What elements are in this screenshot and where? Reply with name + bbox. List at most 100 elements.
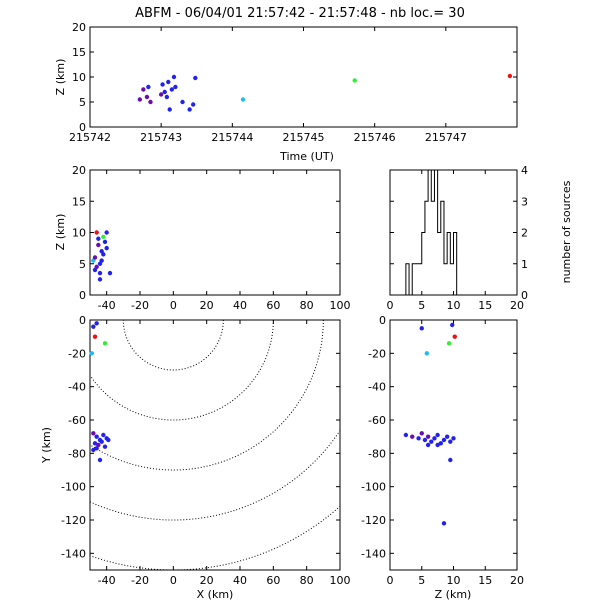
x-axis-label: Z (km) [435, 588, 472, 600]
y-tick-label: -100 [61, 481, 86, 494]
histogram-bin [454, 233, 457, 296]
figure-title: ABFM - 06/04/01 21:57:42 - 21:57:48 - nb… [135, 6, 465, 21]
x-tick-label: 215744 [211, 131, 253, 144]
y-axis-label: Z (km) [54, 59, 67, 96]
panel-time-z: 215742 215743 215744 215745 215746 215747 0 5 10… [54, 21, 518, 163]
source-point [102, 341, 108, 346]
y-tick-label: 10 [72, 227, 86, 240]
source-point [425, 442, 431, 448]
y-tick-label: -40 [368, 381, 386, 394]
y-tick-label: 0 [79, 314, 86, 327]
x-tick-label: 100 [330, 574, 351, 587]
x-tick-label: 20 [200, 574, 214, 587]
x-tick-label: -40 [98, 574, 116, 587]
plot-area: -40 -20 0 20 40 60 80 100 0 5 10 15 20 [72, 164, 351, 312]
histogram-bin [425, 201, 428, 295]
source-point [435, 432, 440, 438]
source-point [448, 439, 453, 444]
source-point [91, 431, 96, 436]
source-point [171, 74, 177, 80]
histogram-bin [428, 170, 431, 295]
x-tick-label: 60 [266, 574, 280, 587]
x-tick-label: 10 [447, 574, 461, 587]
y-tick-label: 0 [79, 289, 86, 302]
source-point [97, 270, 103, 276]
x-tick-label: 40 [233, 574, 247, 587]
source-point [101, 252, 106, 257]
x-tick-label: 0 [387, 299, 394, 312]
source-point [94, 230, 99, 235]
source-point [104, 230, 109, 235]
histogram-bin [406, 264, 409, 295]
x-tick-label: 215743 [140, 131, 182, 144]
source-point [424, 351, 430, 356]
y-tick-label: -80 [368, 447, 386, 460]
x-tick-label: -20 [131, 574, 149, 587]
x-axis-label: Time (UT) [279, 150, 334, 163]
source-point [97, 277, 103, 282]
source-point [416, 436, 421, 441]
source-point [92, 267, 98, 273]
source-point [97, 457, 103, 463]
y-tick-label: 4 [521, 164, 528, 177]
histogram-bin [444, 264, 447, 295]
y-tick-label: 3 [521, 195, 528, 208]
x-tick-label: 5 [418, 574, 425, 587]
source-point [96, 236, 101, 241]
range-contour [90, 320, 274, 421]
y-tick-label: -140 [361, 547, 386, 560]
source-point [107, 270, 113, 276]
x-tick-label: 215747 [425, 131, 467, 144]
source-point [92, 334, 98, 339]
y-tick-label: 1 [521, 258, 528, 271]
source-point [166, 79, 171, 85]
x-tick-label: 215742 [69, 131, 111, 144]
y-tick-label: 15 [72, 195, 86, 208]
source-point [403, 432, 409, 438]
source-point [106, 437, 111, 443]
y-tick-label: 5 [79, 258, 86, 271]
source-point [451, 436, 456, 441]
source-point [425, 434, 431, 439]
source-point [102, 239, 108, 245]
histogram-bin [419, 264, 422, 295]
x-tick-label: 0 [170, 574, 177, 587]
histogram-bin [450, 264, 453, 295]
y-tick-label: 5 [79, 96, 86, 109]
source-point [441, 521, 447, 526]
source-point [180, 99, 185, 105]
source-point [446, 341, 452, 346]
x-tick-label: 100 [330, 299, 351, 312]
x-tick-label: -40 [98, 299, 116, 312]
panel-z-y: 0 5 10 15 20 -140 -120 -100 -80 -60 -40 -20 0 Z (km) [361, 314, 524, 600]
y-tick-label: -20 [368, 347, 386, 360]
axes-frame [89, 319, 341, 571]
histogram-bin [438, 233, 441, 296]
source-point [96, 242, 101, 248]
source-point [92, 441, 98, 446]
x-tick-label: 0 [387, 574, 394, 587]
x-tick-label: 80 [300, 574, 314, 587]
x-tick-label: 5 [418, 299, 425, 312]
x-axis-label: X (km) [197, 588, 234, 600]
y-tick-label: -60 [368, 414, 386, 427]
x-tick-label: 15 [478, 574, 492, 587]
x-tick-label: 15 [478, 299, 492, 312]
source-point [164, 94, 170, 100]
source-point [91, 324, 96, 329]
source-point [422, 437, 428, 443]
axes-frame [89, 26, 518, 128]
histogram-bin [412, 264, 415, 295]
panel-x-y: -40 -20 0 20 40 60 80 100 -140 -120 -100 -80 -60 -40 -… [40, 314, 351, 600]
source-point [94, 321, 99, 326]
y-tick-label: -120 [361, 514, 386, 527]
source-point [173, 84, 178, 90]
source-point [448, 457, 453, 463]
source-point [441, 437, 447, 443]
y-axis-label: Z (km) [54, 214, 67, 251]
source-point [410, 434, 415, 439]
source-point [92, 255, 98, 260]
y-tick-label: -40 [68, 381, 86, 394]
